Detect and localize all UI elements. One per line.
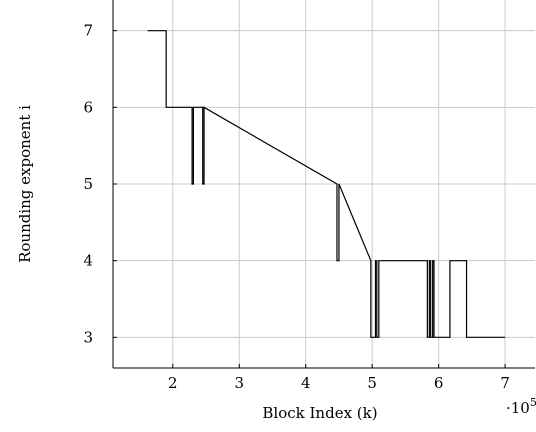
y-tick-label: 3 [83,328,93,346]
y-axis-label: Rounding exponent i [16,105,34,263]
x-axis-label: Block Index (k) [262,404,377,422]
y-tick-label: 5 [83,175,93,193]
x-tick-label: 6 [434,374,444,392]
series-layer [147,30,506,338]
x-tick-label: 4 [301,374,311,392]
x-axis-multiplier: ·105 [506,396,536,417]
x-tick-label: 7 [500,374,510,392]
y-tick-label: 6 [83,98,93,116]
grid [113,0,535,368]
x-tick-label: 3 [234,374,244,392]
x-tick-label: 2 [168,374,178,392]
y-tick-label: 4 [83,252,93,270]
y-tick-label: 7 [83,22,93,40]
ticks: 2 3 4 5 6 7 3 4 5 6 7 [83,22,509,392]
series-line [147,30,506,338]
x-tick-label: 5 [367,374,377,392]
